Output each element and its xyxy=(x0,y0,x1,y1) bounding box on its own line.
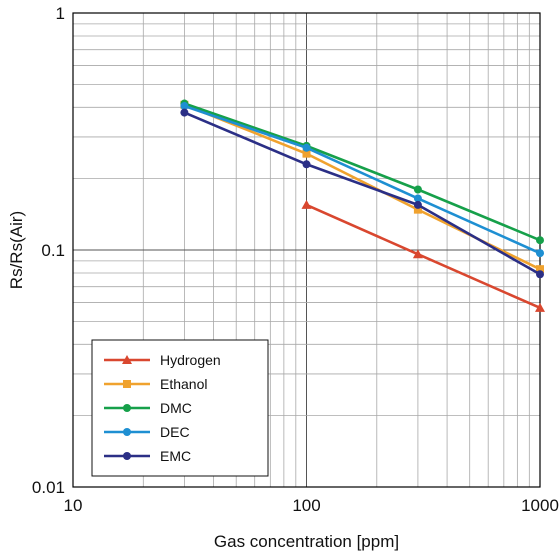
data-point-emc xyxy=(536,270,544,279)
x-tick-label: 1000 xyxy=(521,496,559,515)
x-tick-label: 100 xyxy=(292,496,320,515)
data-point-ethanol xyxy=(413,205,422,214)
legend-label-dec: DEC xyxy=(160,424,190,440)
y-tick-label: 1 xyxy=(56,4,65,23)
series-line-dmc xyxy=(183,102,541,242)
series xyxy=(180,99,545,312)
data-point-hydrogen xyxy=(301,199,312,209)
series-line-emc xyxy=(183,111,541,276)
y-tick-label: 0.01 xyxy=(32,478,65,497)
data-point-hydrogen xyxy=(535,302,545,312)
data-point-dmc xyxy=(413,185,422,194)
series-dec xyxy=(180,102,544,258)
tick-labels: 10 100 1000 1 0.1 0.01 xyxy=(32,4,559,515)
legend: Hydrogen Ethanol DMC DEC EMC xyxy=(91,339,269,477)
legend-label-ethanol: Ethanol xyxy=(160,376,207,392)
series-ethanol xyxy=(180,100,544,274)
legend-marker-dec xyxy=(123,428,131,436)
legend-marker-dmc xyxy=(123,404,131,412)
data-point-dmc xyxy=(536,236,544,245)
legend-marker-emc xyxy=(123,452,131,460)
x-axis-title: Gas concentration [ppm] xyxy=(214,532,399,551)
data-point-dec xyxy=(536,249,544,258)
y-axis-title: Rs/Rs(Air) xyxy=(7,211,26,289)
data-point-emc xyxy=(413,200,422,209)
data-point-ethanol xyxy=(302,149,311,158)
data-point-dec xyxy=(302,143,311,152)
legend-marker-ethanol xyxy=(123,380,131,388)
grid xyxy=(72,13,540,488)
legend-label-dmc: DMC xyxy=(160,400,192,416)
series-line-dec xyxy=(183,104,541,255)
legend-marker-hydrogen xyxy=(122,355,132,364)
legend-label-hydrogen: Hydrogen xyxy=(160,352,221,368)
series-line-hydrogen xyxy=(305,203,541,310)
data-point-ethanol xyxy=(536,265,544,274)
series-hydrogen xyxy=(301,199,545,312)
y-tick-label: 0.1 xyxy=(41,241,65,260)
x-tick-label: 10 xyxy=(64,496,83,515)
data-point-dec xyxy=(180,102,189,111)
data-point-emc xyxy=(302,160,311,169)
legend-label-emc: EMC xyxy=(160,448,191,464)
data-point-dec xyxy=(413,194,422,203)
data-point-emc xyxy=(180,108,189,117)
series-emc xyxy=(180,108,544,279)
data-point-hydrogen xyxy=(412,249,423,259)
